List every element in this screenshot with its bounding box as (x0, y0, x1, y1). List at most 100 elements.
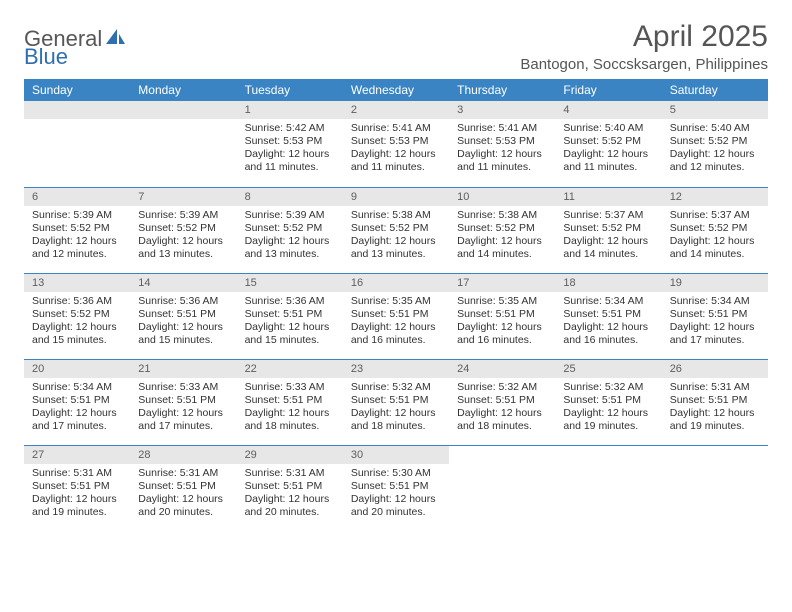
sunrise-line: Sunrise: 5:36 AM (138, 295, 228, 308)
calendar-cell: 6Sunrise: 5:39 AMSunset: 5:52 PMDaylight… (24, 187, 130, 273)
sunrise-line: Sunrise: 5:37 AM (670, 209, 760, 222)
day-body: Sunrise: 5:34 AMSunset: 5:51 PMDaylight:… (662, 292, 768, 347)
day-body: Sunrise: 5:39 AMSunset: 5:52 PMDaylight:… (237, 206, 343, 261)
day-body: Sunrise: 5:35 AMSunset: 5:51 PMDaylight:… (343, 292, 449, 347)
day-body: Sunrise: 5:41 AMSunset: 5:53 PMDaylight:… (343, 119, 449, 174)
daylight-line: Daylight: 12 hours and 20 minutes. (138, 493, 228, 519)
day-number: 5 (662, 101, 768, 119)
daylight-line: Daylight: 12 hours and 11 minutes. (457, 148, 547, 174)
sunset-line: Sunset: 5:51 PM (670, 394, 760, 407)
calendar-cell: 14Sunrise: 5:36 AMSunset: 5:51 PMDayligh… (130, 273, 236, 359)
calendar-cell: 16Sunrise: 5:35 AMSunset: 5:51 PMDayligh… (343, 273, 449, 359)
day-number: 7 (130, 188, 236, 206)
daylight-line: Daylight: 12 hours and 15 minutes. (138, 321, 228, 347)
sunrise-line: Sunrise: 5:35 AM (351, 295, 441, 308)
day-number: 3 (449, 101, 555, 119)
daylight-line: Daylight: 12 hours and 18 minutes. (351, 407, 441, 433)
weekday-header: Wednesday (343, 79, 449, 101)
sunrise-line: Sunrise: 5:38 AM (457, 209, 547, 222)
weekday-header-row: SundayMondayTuesdayWednesdayThursdayFrid… (24, 79, 768, 101)
daylight-line: Daylight: 12 hours and 15 minutes. (245, 321, 335, 347)
calendar-cell-empty (24, 101, 130, 187)
calendar-cell: 15Sunrise: 5:36 AMSunset: 5:51 PMDayligh… (237, 273, 343, 359)
sunset-line: Sunset: 5:52 PM (32, 222, 122, 235)
daylight-line: Daylight: 12 hours and 11 minutes. (351, 148, 441, 174)
logo-blue-row: Blue (24, 44, 68, 70)
day-body: Sunrise: 5:31 AMSunset: 5:51 PMDaylight:… (662, 378, 768, 433)
daylight-line: Daylight: 12 hours and 20 minutes. (245, 493, 335, 519)
calendar-cell: 9Sunrise: 5:38 AMSunset: 5:52 PMDaylight… (343, 187, 449, 273)
sunrise-line: Sunrise: 5:32 AM (351, 381, 441, 394)
sunrise-line: Sunrise: 5:31 AM (245, 467, 335, 480)
day-number: 27 (24, 446, 130, 464)
day-body: Sunrise: 5:41 AMSunset: 5:53 PMDaylight:… (449, 119, 555, 174)
daylight-line: Daylight: 12 hours and 20 minutes. (351, 493, 441, 519)
day-body: Sunrise: 5:34 AMSunset: 5:51 PMDaylight:… (555, 292, 661, 347)
sunrise-line: Sunrise: 5:37 AM (563, 209, 653, 222)
sunset-line: Sunset: 5:51 PM (32, 480, 122, 493)
logo-sail-icon (106, 28, 126, 51)
calendar-cell: 4Sunrise: 5:40 AMSunset: 5:52 PMDaylight… (555, 101, 661, 187)
day-body: Sunrise: 5:31 AMSunset: 5:51 PMDaylight:… (237, 464, 343, 519)
sunrise-line: Sunrise: 5:40 AM (563, 122, 653, 135)
calendar-cell: 17Sunrise: 5:35 AMSunset: 5:51 PMDayligh… (449, 273, 555, 359)
day-number: 11 (555, 188, 661, 206)
daylight-line: Daylight: 12 hours and 19 minutes. (563, 407, 653, 433)
day-body: Sunrise: 5:32 AMSunset: 5:51 PMDaylight:… (449, 378, 555, 433)
sunrise-line: Sunrise: 5:33 AM (138, 381, 228, 394)
daylight-line: Daylight: 12 hours and 16 minutes. (563, 321, 653, 347)
daylight-line: Daylight: 12 hours and 17 minutes. (32, 407, 122, 433)
calendar-row: 1Sunrise: 5:42 AMSunset: 5:53 PMDaylight… (24, 101, 768, 187)
daylight-line: Daylight: 12 hours and 13 minutes. (245, 235, 335, 261)
sunset-line: Sunset: 5:51 PM (32, 394, 122, 407)
sunset-line: Sunset: 5:51 PM (351, 394, 441, 407)
day-number: 22 (237, 360, 343, 378)
day-number: 19 (662, 274, 768, 292)
daylight-line: Daylight: 12 hours and 16 minutes. (351, 321, 441, 347)
calendar-cell: 1Sunrise: 5:42 AMSunset: 5:53 PMDaylight… (237, 101, 343, 187)
calendar-cell: 2Sunrise: 5:41 AMSunset: 5:53 PMDaylight… (343, 101, 449, 187)
day-body: Sunrise: 5:40 AMSunset: 5:52 PMDaylight:… (662, 119, 768, 174)
logo-text-blue: Blue (24, 44, 68, 69)
sunrise-line: Sunrise: 5:36 AM (32, 295, 122, 308)
sunset-line: Sunset: 5:51 PM (245, 394, 335, 407)
location: Bantogon, Soccsksargen, Philippines (520, 56, 768, 73)
day-number: 4 (555, 101, 661, 119)
day-number: 30 (343, 446, 449, 464)
sunset-line: Sunset: 5:52 PM (670, 222, 760, 235)
day-number: 21 (130, 360, 236, 378)
day-body: Sunrise: 5:40 AMSunset: 5:52 PMDaylight:… (555, 119, 661, 174)
calendar-cell: 18Sunrise: 5:34 AMSunset: 5:51 PMDayligh… (555, 273, 661, 359)
day-number: 26 (662, 360, 768, 378)
calendar-cell: 29Sunrise: 5:31 AMSunset: 5:51 PMDayligh… (237, 445, 343, 531)
day-body: Sunrise: 5:35 AMSunset: 5:51 PMDaylight:… (449, 292, 555, 347)
day-number: 1 (237, 101, 343, 119)
calendar-table: SundayMondayTuesdayWednesdayThursdayFrid… (24, 79, 768, 531)
calendar-cell-empty (449, 445, 555, 531)
day-body: Sunrise: 5:33 AMSunset: 5:51 PMDaylight:… (237, 378, 343, 433)
weekday-header: Monday (130, 79, 236, 101)
day-body: Sunrise: 5:31 AMSunset: 5:51 PMDaylight:… (24, 464, 130, 519)
weekday-header: Saturday (662, 79, 768, 101)
day-number: 23 (343, 360, 449, 378)
sunset-line: Sunset: 5:52 PM (670, 135, 760, 148)
sunrise-line: Sunrise: 5:40 AM (670, 122, 760, 135)
sunrise-line: Sunrise: 5:34 AM (32, 381, 122, 394)
daylight-line: Daylight: 12 hours and 14 minutes. (563, 235, 653, 261)
sunrise-line: Sunrise: 5:33 AM (245, 381, 335, 394)
calendar-cell: 22Sunrise: 5:33 AMSunset: 5:51 PMDayligh… (237, 359, 343, 445)
day-number: 9 (343, 188, 449, 206)
weekday-header: Friday (555, 79, 661, 101)
sunset-line: Sunset: 5:52 PM (457, 222, 547, 235)
calendar-cell: 26Sunrise: 5:31 AMSunset: 5:51 PMDayligh… (662, 359, 768, 445)
weekday-header: Thursday (449, 79, 555, 101)
day-body: Sunrise: 5:36 AMSunset: 5:51 PMDaylight:… (130, 292, 236, 347)
sunset-line: Sunset: 5:52 PM (138, 222, 228, 235)
daylight-line: Daylight: 12 hours and 18 minutes. (457, 407, 547, 433)
day-number: 10 (449, 188, 555, 206)
calendar-cell: 13Sunrise: 5:36 AMSunset: 5:52 PMDayligh… (24, 273, 130, 359)
daylight-line: Daylight: 12 hours and 12 minutes. (32, 235, 122, 261)
day-number: 6 (24, 188, 130, 206)
daylight-line: Daylight: 12 hours and 13 minutes. (138, 235, 228, 261)
daylight-line: Daylight: 12 hours and 19 minutes. (670, 407, 760, 433)
